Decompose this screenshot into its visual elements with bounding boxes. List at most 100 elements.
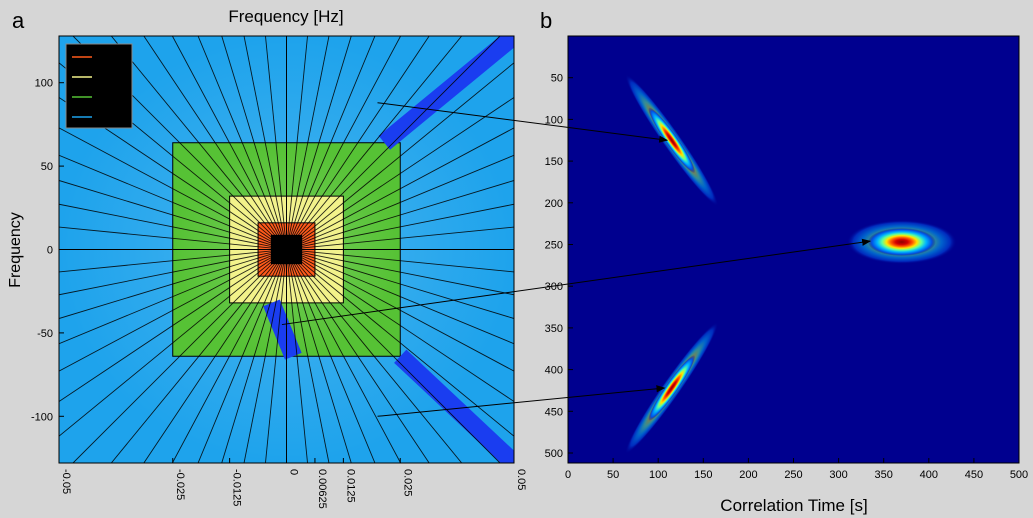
- panel-b-xlabel: Correlation Time [s]: [720, 496, 867, 515]
- filter-ray: [221, 36, 286, 244]
- filter-ray: [291, 252, 514, 402]
- panel-b-letter: b: [540, 8, 552, 33]
- legend-box: [65, 43, 133, 129]
- filter-ray: [143, 36, 284, 245]
- filter-ray: [287, 255, 352, 463]
- x-tick-label: 450: [965, 469, 983, 481]
- filter-ray: [59, 251, 282, 345]
- y-tick-label: 300: [545, 281, 563, 293]
- panel-a-letter: a: [12, 8, 25, 33]
- correlation-peak-1: [625, 74, 719, 206]
- highlight-band-2: [394, 349, 514, 463]
- filter-ray: [265, 255, 287, 463]
- filter-ray: [110, 36, 284, 246]
- correlation-peak-2: [846, 219, 957, 264]
- filter-ray: [72, 253, 283, 463]
- peak-core: [648, 354, 696, 421]
- x-tick-label: -0.05: [60, 469, 72, 494]
- x-tick-label: 0.0125: [344, 469, 356, 503]
- filter-ray: [171, 254, 285, 463]
- panel-a-title: Frequency [Hz]: [228, 7, 343, 26]
- filter-ray: [59, 251, 282, 372]
- filter-ray: [287, 36, 352, 244]
- legend-label-lvl5: lvl5: [95, 112, 112, 124]
- x-tick-label: 0: [565, 469, 571, 481]
- filter-ray: [59, 127, 282, 248]
- filter-ray: [59, 154, 282, 248]
- filter-ray: [197, 36, 285, 245]
- filter-ray: [221, 255, 286, 463]
- filter-ray: [292, 249, 514, 273]
- y-tick-label: 50: [41, 161, 53, 173]
- filter-ray: [291, 127, 514, 248]
- filter-ray: [291, 251, 514, 345]
- x-tick-label: 50: [607, 469, 619, 481]
- filter-ray: [110, 253, 284, 463]
- x-tick-label: 0.00625: [316, 469, 328, 509]
- filter-ray: [288, 254, 376, 463]
- y-tick-label: 150: [545, 156, 563, 168]
- filter-ray: [286, 36, 308, 244]
- y-tick-label: 500: [545, 448, 563, 460]
- filter-ray: [265, 36, 287, 244]
- filter-ray: [292, 250, 514, 319]
- filter-ray: [292, 250, 514, 296]
- x-tick-label: -0.0125: [231, 469, 243, 506]
- filter-ray: [288, 36, 402, 245]
- panel-a-ylabel: Frequency: [7, 212, 24, 288]
- filter-ray: [59, 250, 281, 296]
- x-tick-label: 500: [1010, 469, 1028, 481]
- filter-ray: [292, 203, 514, 249]
- arrows-layer: [281, 102, 872, 417]
- x-tick-label: 0.05: [515, 469, 527, 490]
- filter-ray: [290, 36, 501, 246]
- panel-a-chart: Frequency [Hz] Frequency 100 50 0 -50 -100 -…: [7, 7, 527, 509]
- filter-ray: [59, 250, 281, 319]
- filter-ray: [171, 36, 285, 245]
- y-tick-label: 0: [47, 245, 53, 257]
- y-tick-label: 400: [545, 365, 563, 377]
- legend-label-lvl3: lvl3: [95, 72, 112, 84]
- filter-ray: [243, 255, 286, 463]
- filter-ray: [289, 253, 463, 463]
- legend-label-lvl2: lvl2: [95, 52, 112, 64]
- panel-b-chart: 50 100 150 200 250 300 350 400 450 500 0 50 100 150 2…: [545, 35, 1028, 515]
- filter-ray: [289, 254, 430, 463]
- filter-ray: [290, 252, 514, 437]
- correlation-peak-3: [625, 322, 719, 454]
- x-tick-label: 200: [739, 469, 757, 481]
- filter-ray: [290, 253, 501, 463]
- filter-ray: [286, 255, 308, 463]
- mapping-arrow-1: [377, 102, 669, 143]
- filter-ray: [243, 36, 286, 244]
- filter-ray: [59, 226, 281, 250]
- x-tick-label: 150: [694, 469, 712, 481]
- filter-ray: [290, 62, 514, 247]
- filter-ray: [292, 180, 514, 249]
- panel-a-legend: lvl2 lvl3 lvl4 lvl5: [65, 43, 133, 129]
- y-tick-label: -100: [31, 411, 53, 423]
- highlight-band-3: [263, 299, 302, 360]
- filter-ray: [59, 252, 283, 437]
- legend-label-lvl4: lvl4: [95, 92, 112, 104]
- y-tick-label: 450: [545, 406, 563, 418]
- x-tick-label: 250: [784, 469, 802, 481]
- peak-core: [648, 107, 696, 174]
- filter-ray: [59, 180, 281, 249]
- x-tick-label: -0.025: [174, 469, 186, 500]
- x-tick-label: 0: [288, 469, 300, 475]
- mapping-arrow-3: [377, 385, 666, 417]
- x-tick-label: 300: [829, 469, 847, 481]
- y-tick-label: 100: [35, 78, 53, 90]
- peak-core: [867, 227, 936, 256]
- y-tick-label: 200: [545, 198, 563, 210]
- filter-ray: [288, 254, 402, 463]
- highlight-band-1: [378, 36, 514, 150]
- x-tick-label: 400: [920, 469, 938, 481]
- filter-ray: [291, 154, 514, 248]
- filter-ray: [288, 36, 376, 245]
- filter-ray: [143, 254, 284, 463]
- filter-ray: [291, 97, 514, 247]
- mapping-arrow-2: [281, 238, 872, 326]
